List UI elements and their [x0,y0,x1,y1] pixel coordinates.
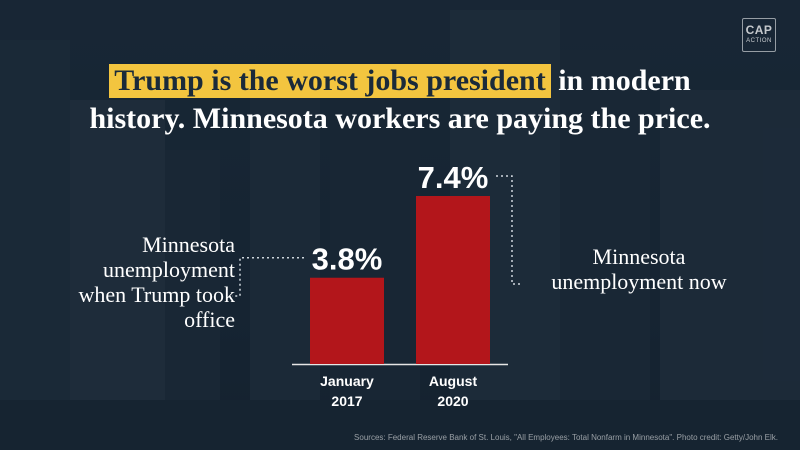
headline: Trump is the worst jobs president in mod… [40,62,760,138]
headline-line2: history. Minnesota workers are paying th… [89,102,711,135]
headline-line1-rest: in modern [550,64,691,97]
connector-left [232,256,304,297]
annotation-right: Minnesota unemployment now [551,244,727,294]
value-label-1: 3.8% [312,242,383,277]
bar-1 [310,277,384,364]
connector-right [496,175,520,285]
annotation-left: Minnesota unemployment when Trump took o… [78,232,235,332]
value-label-2: 7.4% [418,160,489,195]
category-label-2-line-1: August [429,373,478,389]
bar-2 [416,196,490,364]
source-credit: Sources: Federal Reserve Bank of St. Lou… [354,433,778,442]
cap-action-logo: CAP ACTION [742,18,776,52]
category-label-2-line-2: 2020 [437,393,468,409]
headline-highlight: Trump is the worst jobs president [109,64,551,98]
category-label-1-line-2: 2017 [331,393,362,409]
category-label-1-line-1: January [320,373,374,389]
